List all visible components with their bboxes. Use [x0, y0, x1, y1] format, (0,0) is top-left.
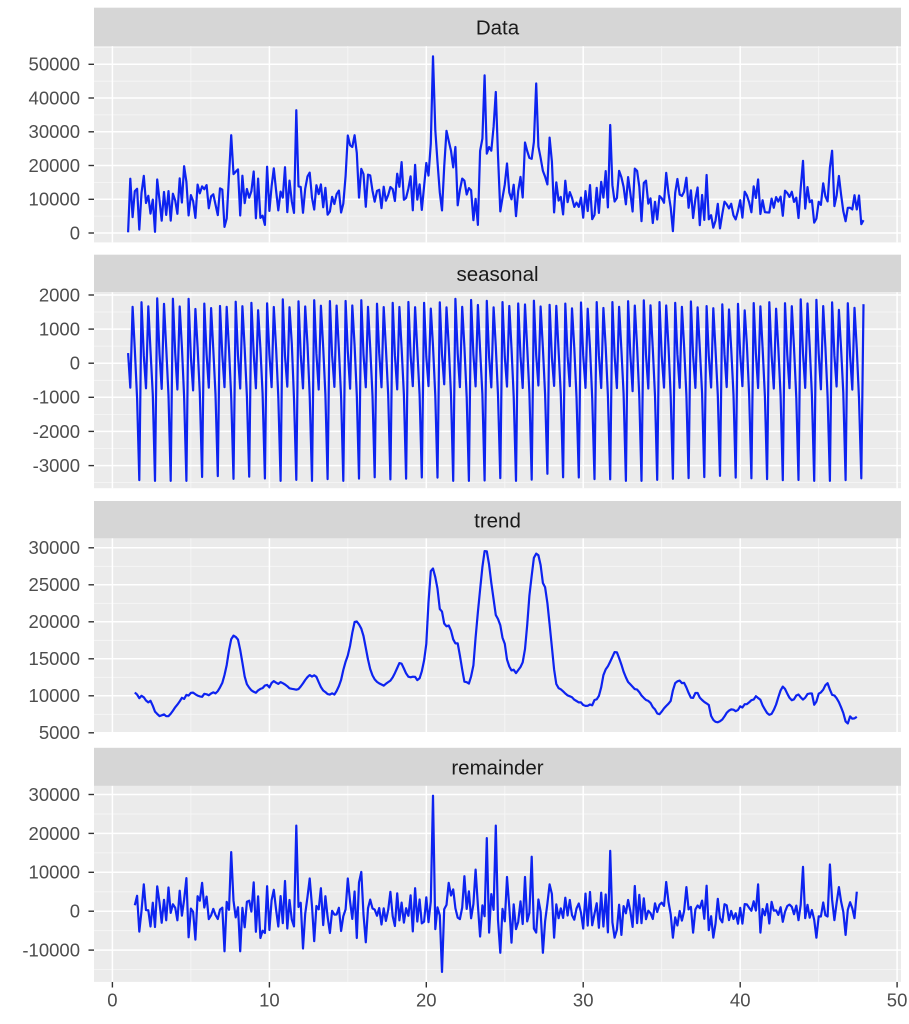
svg-text:-1000: -1000 [33, 387, 80, 408]
svg-text:40: 40 [730, 990, 751, 1011]
svg-text:-3000: -3000 [33, 455, 80, 476]
svg-text:40000: 40000 [29, 87, 80, 108]
svg-text:Data: Data [476, 17, 520, 40]
svg-text:20: 20 [416, 990, 437, 1011]
svg-text:2000: 2000 [39, 284, 80, 305]
svg-text:15000: 15000 [29, 648, 80, 669]
svg-text:20000: 20000 [29, 611, 80, 632]
svg-text:30: 30 [573, 990, 594, 1011]
svg-text:20000: 20000 [29, 823, 80, 844]
svg-text:30000: 30000 [29, 784, 80, 805]
svg-text:remainder: remainder [451, 756, 543, 779]
svg-text:20000: 20000 [29, 155, 80, 176]
svg-text:0: 0 [107, 990, 117, 1011]
svg-text:0: 0 [70, 353, 80, 374]
svg-text:-2000: -2000 [33, 421, 80, 442]
svg-text:5000: 5000 [39, 722, 80, 743]
svg-text:seasonal: seasonal [456, 263, 538, 286]
svg-text:-10000: -10000 [22, 940, 80, 961]
svg-text:10000: 10000 [29, 189, 80, 210]
svg-text:30000: 30000 [29, 537, 80, 558]
svg-text:10000: 10000 [29, 685, 80, 706]
svg-text:10: 10 [259, 990, 280, 1011]
svg-text:trend: trend [474, 509, 521, 532]
svg-text:50000: 50000 [29, 54, 80, 75]
svg-text:50: 50 [887, 990, 908, 1011]
svg-text:0: 0 [70, 222, 80, 243]
svg-text:10000: 10000 [29, 862, 80, 883]
svg-text:1000: 1000 [39, 319, 80, 340]
svg-text:30000: 30000 [29, 121, 80, 142]
svg-text:0: 0 [70, 901, 80, 922]
svg-text:25000: 25000 [29, 574, 80, 595]
